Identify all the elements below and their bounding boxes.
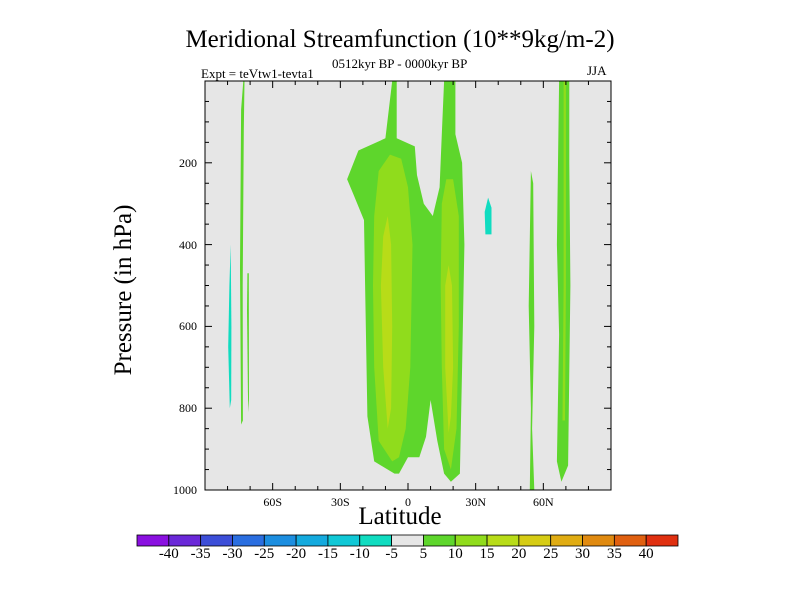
y-axis-label: Pressure (in hPa) [110, 204, 137, 376]
colorbar-label: -20 [286, 546, 307, 562]
colorbar-swatch [359, 534, 392, 547]
contour-region-1 [247, 273, 249, 413]
colorbar-swatch [423, 534, 456, 547]
right-subtitle: JJA [587, 63, 607, 78]
colorbar-label: 30 [575, 546, 591, 562]
colorbar-swatch [550, 534, 583, 547]
colorbar-label: -40 [158, 546, 179, 562]
colorbar-label: -5 [385, 546, 398, 562]
colorbar-swatch [136, 534, 170, 547]
left-subtitle: Expt = teVtw1-tevta1 [201, 66, 314, 81]
colorbar-label: -30 [222, 546, 243, 562]
colorbar-swatch [645, 534, 679, 547]
x-tick-label: 0 [405, 495, 411, 509]
y-tick-label: 200 [179, 155, 197, 170]
colorbar-label: -15 [317, 546, 338, 562]
colorbar [136, 534, 679, 547]
colorbar-label: -25 [254, 546, 275, 562]
contour-region-10 [228, 244, 232, 409]
y-tick-label: 800 [179, 401, 197, 416]
x-tick-label: 60S [263, 495, 282, 509]
x-tick-label: 30N [465, 495, 486, 509]
colorbar-label: 25 [543, 546, 559, 562]
contour-layer [228, 81, 571, 490]
center-subtitle: 0512kyr BP - 0000kyr BP [332, 56, 468, 71]
colorbar-label: 40 [638, 546, 654, 562]
contour-region-9 [562, 81, 566, 421]
colorbar-swatch [486, 534, 520, 547]
colorbar-label: 10 [447, 546, 463, 562]
colorbar-swatch [613, 534, 647, 547]
contour-region-5 [380, 216, 393, 429]
colorbar-swatch [295, 534, 329, 547]
colorbar-label: -10 [349, 546, 370, 562]
colorbar-label: 20 [511, 546, 527, 562]
contour-region-7 [528, 171, 535, 490]
colorbar-swatch [232, 534, 265, 547]
contour-region-3 [373, 154, 413, 462]
colorbar-swatch [391, 534, 424, 547]
colorbar-label: 5 [419, 546, 428, 562]
colorbar-swatch [327, 534, 361, 547]
x-axis-label: Latitude [358, 503, 442, 530]
colorbar-swatch [200, 534, 233, 547]
chart-title: Meridional Streamfunction (10**9kg/m-2) [185, 26, 615, 53]
colorbar-label: 15 [479, 546, 495, 562]
colorbar-swatch [582, 534, 615, 547]
contour-region-11 [484, 197, 492, 235]
tick-layer [204, 81, 612, 490]
y-tick-label: 1000 [173, 483, 197, 497]
colorbar-label: 35 [606, 546, 622, 562]
contour-region-6 [445, 265, 454, 433]
colorbar-swatch [518, 534, 552, 547]
y-tick-label: 600 [179, 319, 197, 334]
x-tick-label: 30S [330, 495, 350, 509]
x-tick-label: 60N [532, 495, 554, 509]
contour-region-0 [240, 81, 245, 425]
colorbar-swatch [263, 534, 297, 547]
y-tick-label: 400 [179, 237, 197, 252]
colorbar-swatch [454, 534, 488, 547]
colorbar-swatch [168, 534, 202, 547]
colorbar-label: -35 [190, 546, 211, 562]
